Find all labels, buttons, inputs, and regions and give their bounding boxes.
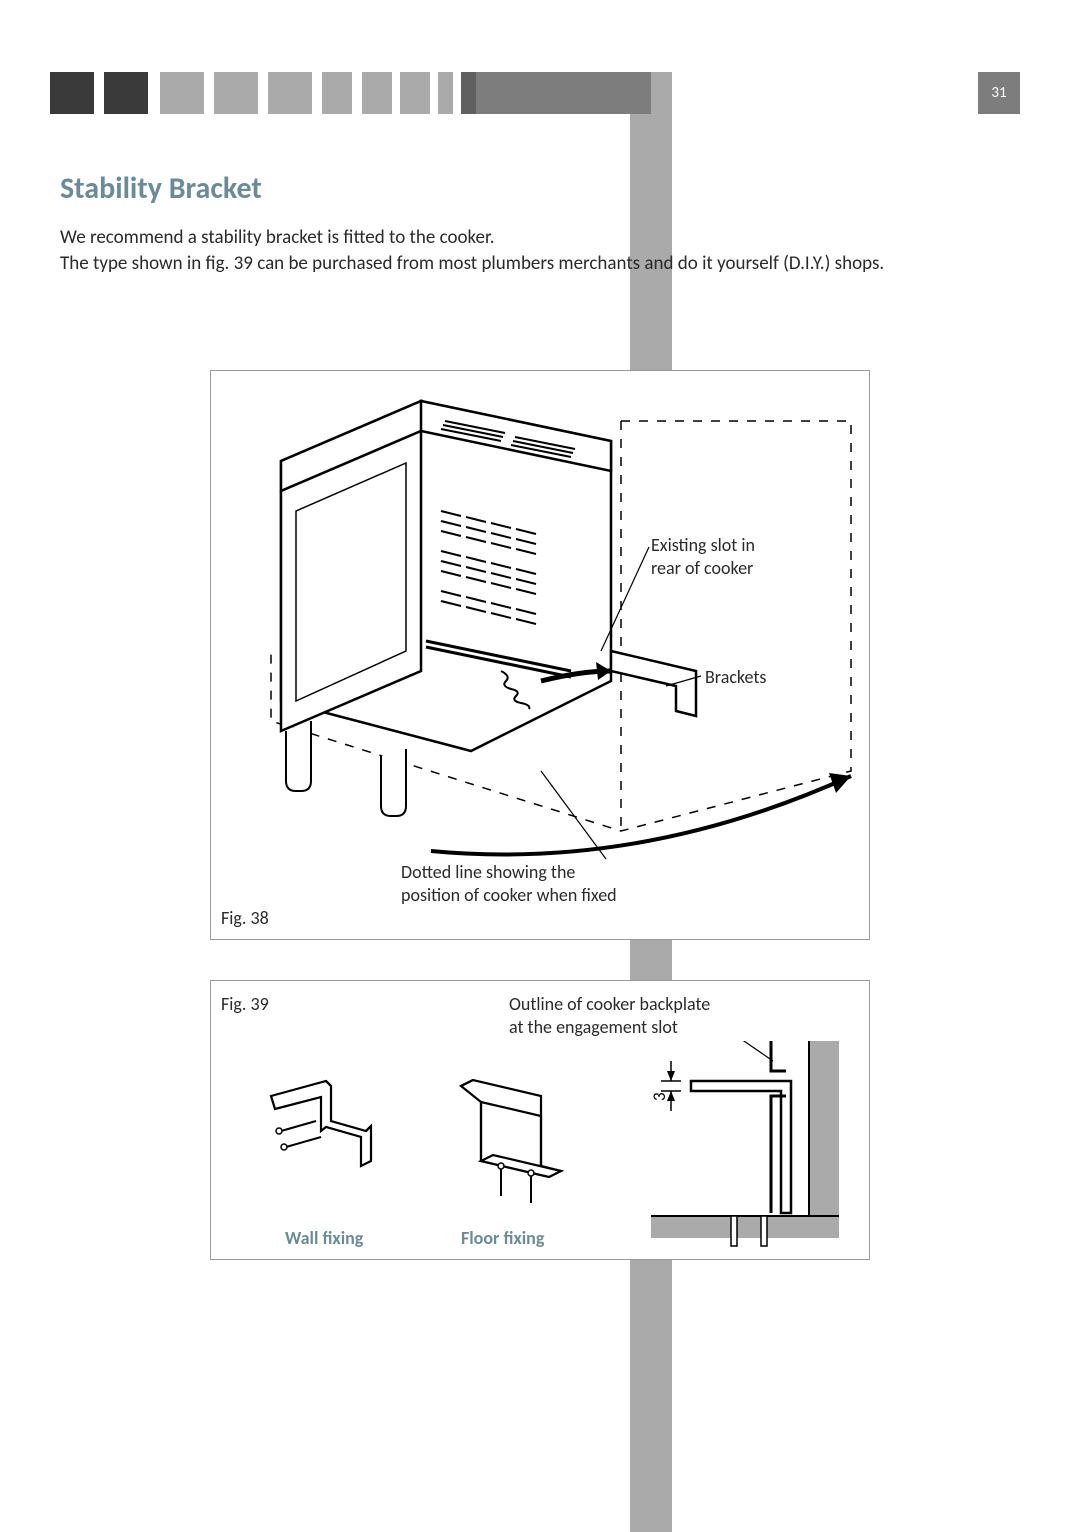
figure-39: Fig. 39 Outline of cooker backplate at t… — [210, 980, 870, 1260]
wall-fixing-caption: Wall fixing — [285, 1227, 363, 1249]
header-square — [476, 72, 651, 114]
wall-fixing-bracket-icon — [261, 1071, 401, 1191]
header-square — [268, 72, 312, 114]
header-square — [438, 72, 453, 114]
header-square — [104, 72, 148, 114]
content-area: Stability Bracket We recommend a stabili… — [60, 170, 1020, 276]
engagement-slot-section-icon — [631, 1041, 861, 1256]
header-square — [214, 72, 258, 114]
header-square — [160, 72, 204, 114]
header-square — [50, 72, 94, 114]
paragraph: The type shown in fig. 39 can be purchas… — [60, 251, 1020, 277]
cooker-diagram-icon — [211, 371, 871, 941]
figure-label: Fig. 39 — [221, 993, 269, 1015]
page-number-text: 31 — [991, 84, 1006, 102]
section-heading: Stability Bracket — [60, 170, 1020, 207]
floor-fixing-bracket-icon — [441, 1066, 581, 1206]
callout-brackets: Brackets — [705, 666, 766, 689]
header-square — [322, 72, 352, 114]
paragraph: We recommend a stability bracket is fitt… — [60, 225, 1020, 251]
dimension-label: 3 — [649, 1092, 670, 1101]
callout-existing-slot: Existing slot in rear of cooker — [651, 534, 755, 579]
callout-outline: Outline of cooker backplate at the engag… — [509, 993, 710, 1038]
page-number: 31 — [978, 72, 1020, 114]
figure-38: Existing slot in rear of cooker Brackets… — [210, 370, 870, 940]
figure-label: Fig. 38 — [221, 907, 269, 929]
floor-fixing-caption: Floor fixing — [461, 1227, 544, 1249]
header-band — [0, 72, 1080, 114]
callout-dotted-line: Dotted line showing the position of cook… — [401, 861, 617, 906]
header-square — [362, 72, 392, 114]
header-square — [461, 72, 476, 114]
header-square — [400, 72, 430, 114]
